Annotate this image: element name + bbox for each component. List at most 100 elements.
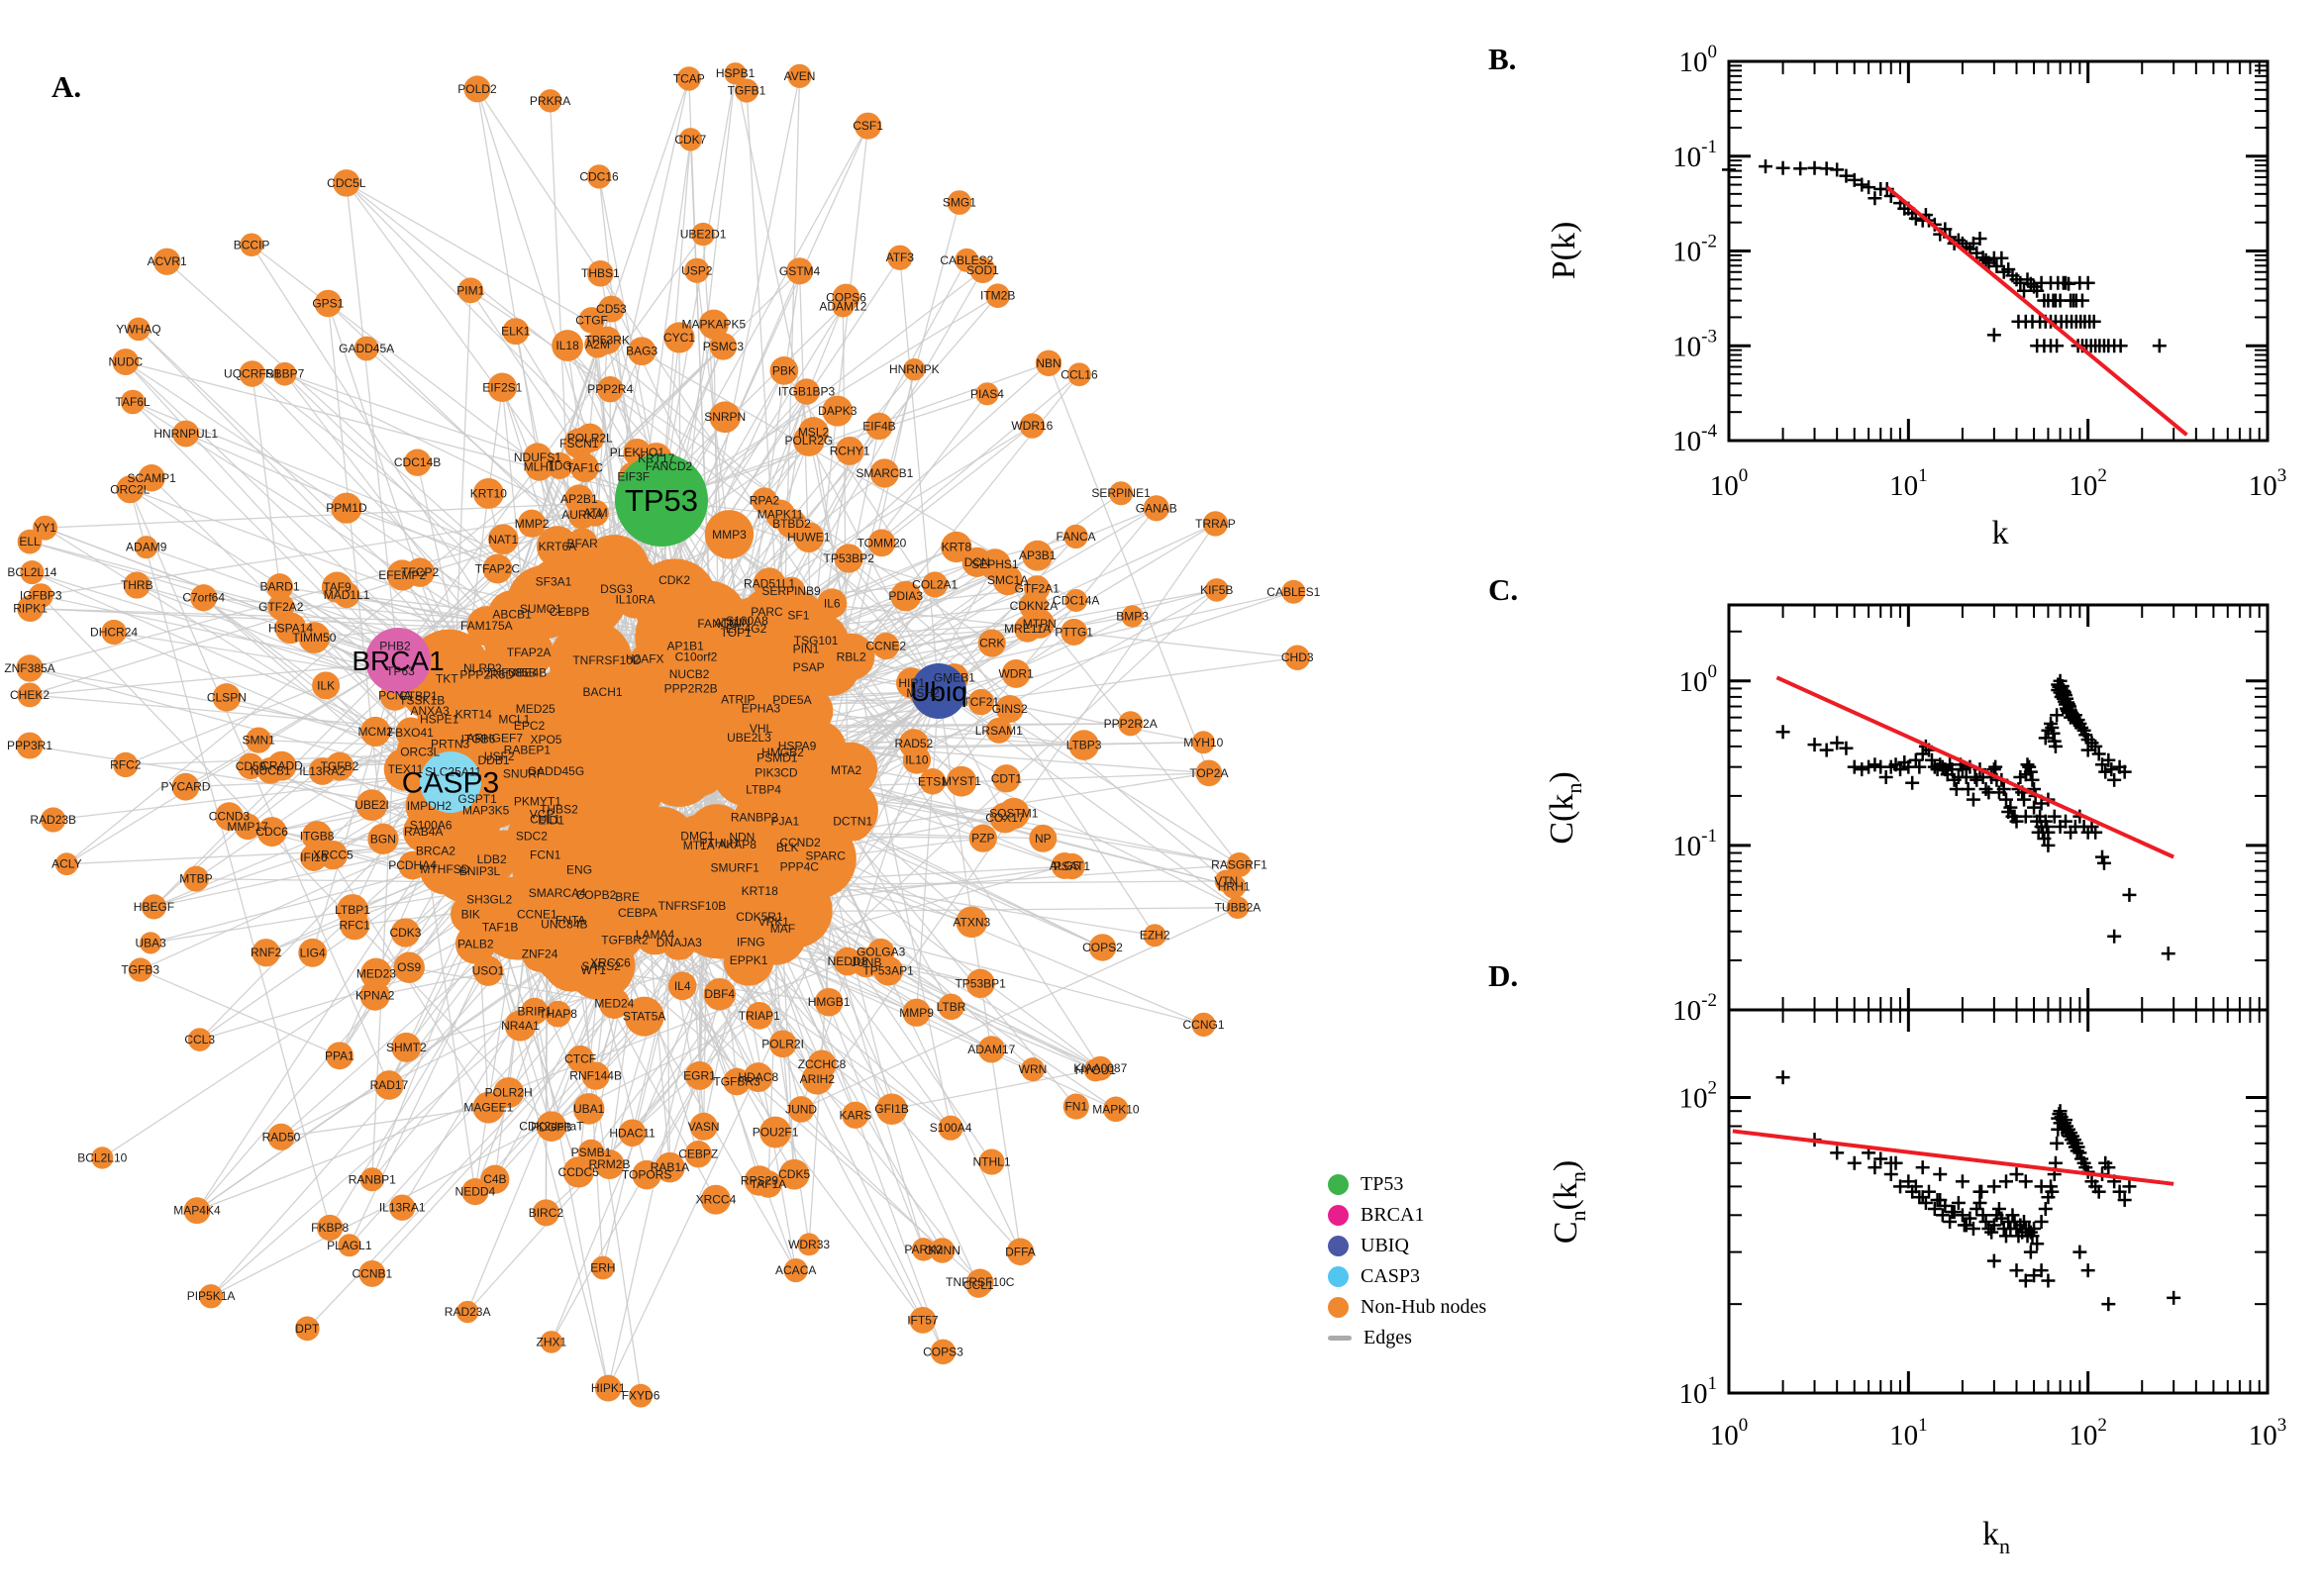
gene-label: BTBD2 [772, 517, 811, 531]
network-node [101, 619, 127, 646]
network-node [691, 222, 715, 247]
gene-label: CDK7 [674, 133, 706, 147]
gene-label: KRT18 [742, 884, 778, 898]
network-node [947, 190, 972, 215]
network-node [768, 1030, 797, 1058]
network-node [17, 682, 43, 708]
network-node [584, 331, 611, 358]
gene-label: SCAMP1 [127, 471, 176, 485]
network-node [798, 417, 829, 448]
gene-label: ARHGEF7 [466, 731, 523, 745]
network-node [714, 675, 762, 724]
gene-label: UBA3 [135, 936, 166, 949]
network-node [20, 560, 45, 585]
plot-frame-C [1727, 603, 2270, 1012]
gene-label: TP63 [386, 664, 415, 678]
edges-marker-icon [1328, 1336, 1352, 1341]
network-node [743, 1062, 773, 1092]
y-axis-title-C: C(kn) [1544, 771, 1586, 844]
gene-label: IL13RA1 [379, 1201, 426, 1215]
network-node [140, 932, 162, 954]
network-node [833, 801, 873, 842]
gene-label: DHCR24 [90, 625, 138, 639]
gene-label: BRCA2 [416, 845, 455, 858]
gene-label: THBS1 [581, 266, 620, 280]
gene-label: UBE4B [508, 665, 547, 679]
gene-label: GANAB [1136, 501, 1177, 515]
network-node [909, 1306, 937, 1334]
gene-label: SEPHS1 [971, 557, 1019, 571]
gene-label: JUNB [851, 955, 881, 969]
network-node [239, 360, 266, 387]
gene-label: EIF2S1 [482, 380, 522, 394]
gene-label: NUCB1 [251, 763, 291, 777]
network-node [405, 683, 439, 717]
network-node [454, 714, 503, 764]
gene-label: ATF3 [886, 250, 915, 264]
gene-label: PIK3CD [755, 766, 798, 780]
gene-label: IL13RA2 [299, 764, 346, 778]
gene-label: TCAP [673, 71, 705, 85]
gene-label: MAPKAPK5 [681, 318, 746, 332]
network-graph: TP53 BRCA1 CASP3 Ubiq MAGEE1 CDC14A DHCR24 TP53… [4, 62, 1321, 1408]
network-node [969, 256, 996, 283]
gene-label: GOLGA3 [857, 946, 906, 959]
gene-label: PSMB1 [571, 1146, 612, 1159]
gene-label: PZP [971, 832, 994, 846]
network-node [1226, 896, 1250, 920]
gene-label: BGN [370, 832, 396, 846]
legend-label-brca1: BRCA1 [1361, 1204, 1425, 1226]
gene-label: TRRAP [1195, 517, 1236, 531]
gene-label: PBK [772, 363, 796, 377]
network-node [523, 443, 553, 472]
gene-label: BCCIP [234, 238, 270, 251]
legend-item-edges: Edges [1328, 1328, 1486, 1348]
gene-label: TOP2A [1189, 766, 1228, 780]
gene-label: MMP9 [899, 1006, 934, 1020]
gene-label: HMGB2 [761, 746, 804, 759]
gene-label: HBEGF [134, 900, 174, 914]
network-node [594, 1374, 622, 1402]
network-node [977, 1036, 1005, 1063]
network-node [549, 899, 592, 942]
gene-label: MYST1 [942, 774, 981, 788]
gene-label: TNFRSF10B [658, 899, 727, 913]
network-node [783, 1257, 808, 1283]
network-node [390, 918, 421, 948]
network-node [463, 75, 491, 103]
network-node [919, 768, 947, 795]
network-node [393, 951, 425, 983]
gene-label: SNURF [503, 766, 544, 780]
gene-label: IFNG [737, 935, 765, 948]
network-node [325, 1042, 354, 1070]
gene-label: LTBP4 [746, 782, 781, 796]
network-node [572, 1093, 605, 1125]
network-node [360, 957, 392, 990]
network-node [1143, 495, 1169, 522]
gene-label: ATM [583, 506, 607, 520]
gene-label: BRE [615, 890, 640, 904]
gene-label: ATMIN [714, 616, 750, 630]
gene-label: PDGFB [531, 1121, 571, 1135]
network-node [654, 559, 695, 601]
gene-label: COX17 [985, 811, 1025, 825]
hub-node-brca1 [365, 628, 431, 693]
gene-label: LIG4 [300, 946, 326, 959]
gene-label: HIPK1 [591, 1381, 626, 1395]
gene-label: SNRPN [704, 410, 746, 424]
network-node [298, 622, 331, 653]
gene-label: CSF1 [853, 119, 883, 133]
gene-label: H2AFX [626, 652, 664, 666]
gene-label: XRCC4 [696, 1193, 737, 1207]
gene-label: ELK1 [501, 325, 531, 339]
gene-label: ATRIP [721, 693, 755, 707]
network-node [867, 529, 896, 557]
network-node [28, 583, 53, 609]
network-node [240, 233, 263, 257]
network-node [965, 968, 995, 998]
network-node [552, 330, 583, 361]
network-node-labels: MAGEE1 CDC14A DHCR24 TP53RK KIAA0087 THAP8 CDC… [4, 66, 1320, 1403]
gene-label: ITGB1BP3 [778, 385, 836, 399]
gene-label: MTHFSD [420, 862, 469, 876]
gene-label: EPHA3 [742, 701, 781, 715]
